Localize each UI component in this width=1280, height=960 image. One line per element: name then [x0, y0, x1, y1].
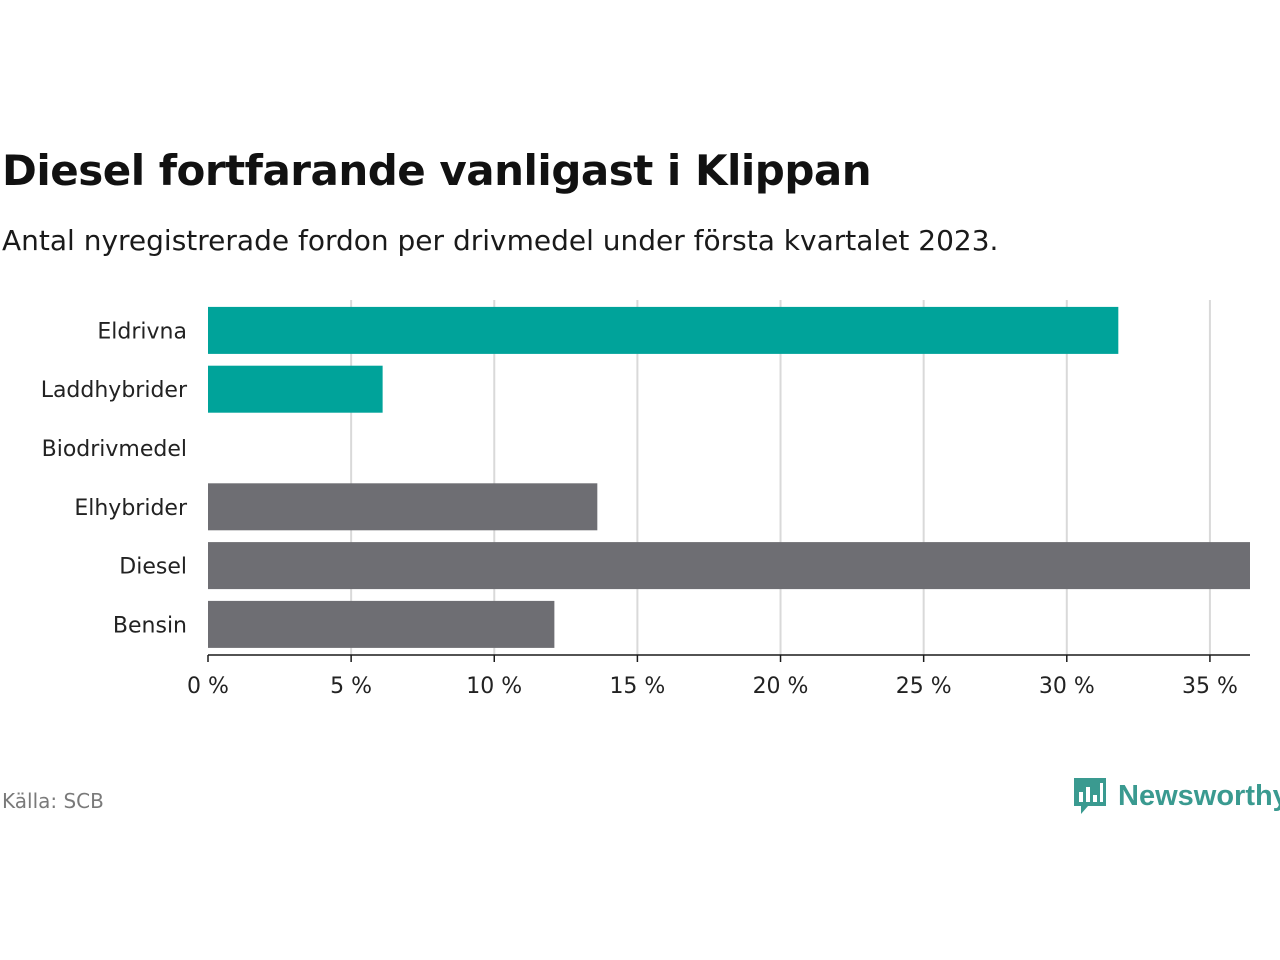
x-tick-label: 15 %: [609, 674, 665, 699]
newsworthy-chart-bubble-icon: [1074, 778, 1106, 814]
bar: [208, 306, 1119, 354]
x-tick-label: 25 %: [896, 674, 952, 699]
x-tick-label: 20 %: [753, 674, 809, 699]
x-tick-label: 30 %: [1039, 674, 1095, 699]
x-tick-label: 35 %: [1182, 674, 1238, 699]
newsworthy-logo: Newsworthy: [1072, 776, 1280, 816]
bar: [208, 600, 555, 648]
bar: [208, 542, 1250, 590]
category-label: Elhybrider: [74, 496, 188, 521]
source-note: Källa: SCB: [2, 789, 104, 813]
x-tick-label: 5 %: [330, 674, 372, 699]
chart-title: Diesel fortfarande vanligast i Klippan: [2, 146, 872, 195]
category-label: Laddhybrider: [41, 378, 188, 403]
x-tick-label: 0 %: [187, 674, 229, 699]
category-label: Diesel: [119, 555, 187, 580]
logo-text: Newsworthy: [1118, 779, 1280, 812]
bar: [208, 365, 383, 413]
x-tick-label: 10 %: [466, 674, 522, 699]
category-label: Bensin: [113, 613, 187, 638]
category-label: Eldrivna: [97, 319, 187, 344]
category-label: Biodrivmedel: [42, 437, 187, 462]
bar: [208, 483, 598, 531]
chart-subtitle: Antal nyregistrerade fordon per drivmede…: [2, 224, 999, 257]
